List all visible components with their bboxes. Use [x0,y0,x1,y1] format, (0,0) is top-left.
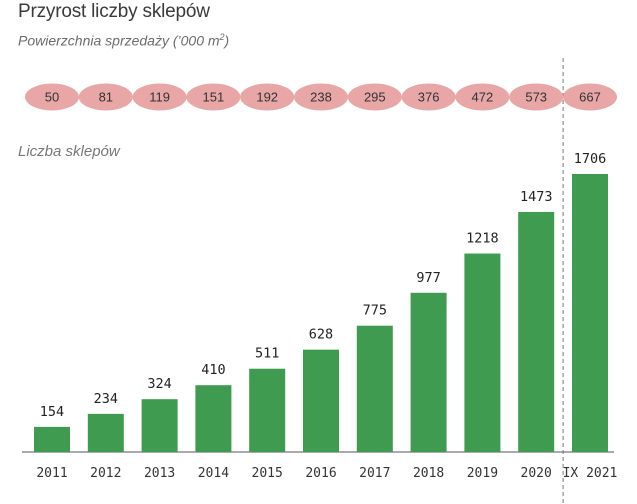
x-tick-label: 2015 [252,466,283,481]
sales-area-pill [455,83,510,111]
sales-area-value: 192 [256,90,278,105]
store-count-label: 511 [255,346,279,362]
sales-area-pill [25,83,79,111]
sales-area-value: 151 [203,90,225,105]
store-count-bar [195,385,232,452]
store-count-bar [518,211,555,452]
store-count-label: 234 [94,391,118,407]
x-tick-label: IX 2021 [563,466,618,481]
sales-area-pill [563,83,617,111]
sales-area-value: 50 [45,90,59,105]
sales-area-pill [347,83,402,111]
store-count-label: 154 [40,404,64,420]
store-count-bar [249,368,286,452]
sales-area-value: 667 [579,90,601,105]
store-count-bar [141,399,178,452]
store-count-label: 410 [201,362,225,378]
store-count-bar [34,426,70,452]
store-count-label: 1706 [574,151,607,167]
sales-area-pill [186,83,241,111]
x-tick-label: 2018 [413,466,444,481]
chart-title: Przyrost liczby sklepów [18,1,210,22]
x-tick-label: 2019 [467,466,498,481]
sales-area-value: 573 [525,90,547,105]
sales-area-value: 295 [364,90,386,105]
x-tick-label: 2020 [521,466,552,481]
subtitle-suffix: ) [224,32,230,49]
store-count-label: 1473 [520,189,553,205]
store-count-label: 628 [309,327,333,343]
store-count-bar [572,174,608,452]
x-tick-label: 2013 [144,466,175,481]
chart-subtitle: Powierzchnia sprzedaży (’000 m2) [18,32,229,49]
store-count-label: 1218 [466,231,499,247]
sales-area-value: 376 [418,90,440,105]
store-count-bar [87,413,124,452]
sales-area-pill [294,83,348,111]
x-tick-label: 2011 [36,466,67,481]
sales-area-value: 472 [472,90,494,105]
x-tick-label: 2012 [90,466,121,481]
sales-area-pill [401,83,456,111]
store-count-bar [303,349,339,452]
sales-area-pill [132,83,187,111]
store-count-label: 977 [416,270,440,286]
x-tick-label: 2014 [198,466,229,481]
x-tick-label: 2016 [305,466,336,481]
sales-area-value: 119 [149,90,170,105]
store-count-label: 324 [147,376,171,392]
sales-area-pill [78,83,133,111]
sales-area-value: 238 [310,90,332,105]
store-count-bar [410,292,447,452]
sales-area-value: 81 [99,90,113,105]
sales-area-pill [240,83,295,111]
sales-area-pill [509,83,564,111]
subtitle-superscript: 2 [219,32,225,42]
store-count-label: 775 [363,303,387,319]
subtitle-text: Powierzchnia sprzedaży (’000 m [18,32,220,49]
store-count-bar [464,253,501,452]
store-count-bar [356,325,393,452]
x-tick-label: 2017 [359,466,390,481]
stores-series-label: Liczba sklepów [18,143,120,160]
